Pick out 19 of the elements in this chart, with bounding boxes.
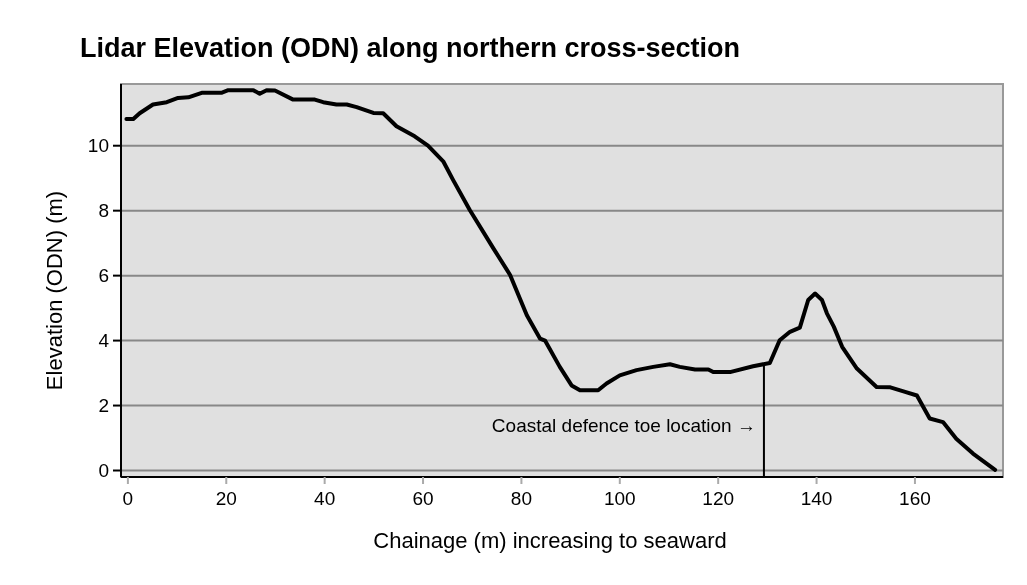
y-tick-label: 4: [98, 330, 110, 352]
x-tick-label: 40: [314, 488, 336, 509]
x-tick-label: 60: [412, 488, 434, 509]
chart-title: Lidar Elevation (ODN) along northern cross-section: [80, 33, 741, 63]
y-tick-label: 2: [98, 395, 109, 417]
x-tick-label: 120: [702, 488, 735, 509]
x-tick-label: 0: [122, 488, 134, 509]
y-axis-title: Elevation (ODN) (m): [42, 190, 67, 391]
x-tick-label: 20: [215, 488, 237, 509]
x-tick-label: 160: [899, 488, 931, 509]
x-tick-label: 140: [800, 488, 833, 509]
ref-line-label: Coastal defence toe location →: [491, 415, 756, 436]
x-tick-label: 100: [603, 488, 636, 509]
y-tick-label: 6: [98, 265, 109, 287]
x-tick-label: 80: [510, 488, 532, 509]
y-tick-label: 0: [98, 460, 109, 482]
y-tick-label: 8: [98, 200, 109, 222]
y-tick-label: 10: [87, 135, 109, 157]
x-axis-title: Chainage (m) increasing to seaward: [373, 528, 727, 553]
